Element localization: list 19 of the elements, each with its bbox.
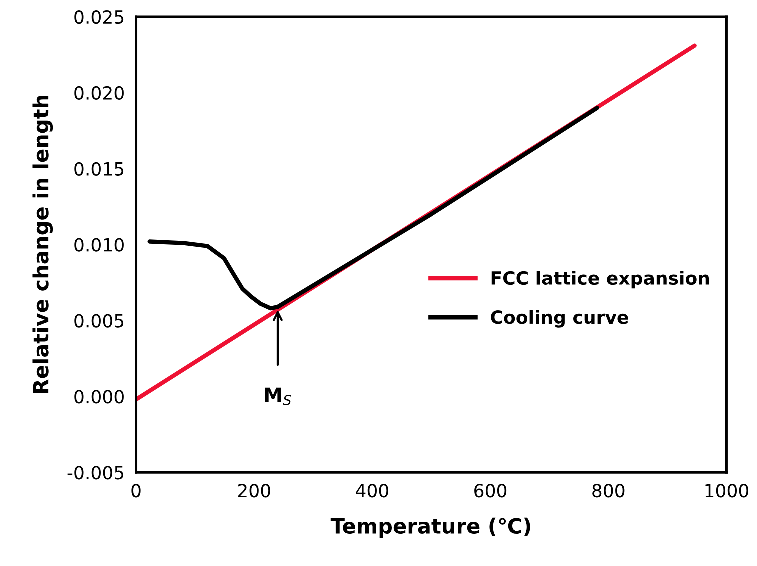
y-tick-label: 0.000	[74, 390, 124, 404]
y-tick-label: -0.005	[68, 466, 124, 480]
y-tick-label: 0.020	[74, 86, 124, 100]
x-tick-label: 600	[474, 484, 507, 498]
annotation: M$_{S}$	[265, 388, 292, 406]
legend-label: FCC lattice expansion	[492, 271, 710, 289]
x-tick-label: 800	[592, 484, 625, 498]
y-tick-label: 0.005	[74, 314, 124, 328]
x-tick-label: 0	[132, 484, 141, 498]
x-axis-title: Temperature (℃)	[330, 518, 530, 538]
x-tick-label: 1000	[706, 484, 748, 498]
x-tick-label: 400	[356, 484, 388, 498]
y-tick-label: 0.010	[74, 238, 124, 252]
x-tick-label: 200	[238, 484, 270, 498]
y-axis-title: Relative change in length	[32, 96, 54, 394]
y-tick-label: 0.015	[74, 162, 124, 176]
line-series	[148, 106, 600, 311]
y-tick-label: 0.025	[74, 10, 124, 24]
legend-label: Cooling curve	[491, 310, 628, 328]
